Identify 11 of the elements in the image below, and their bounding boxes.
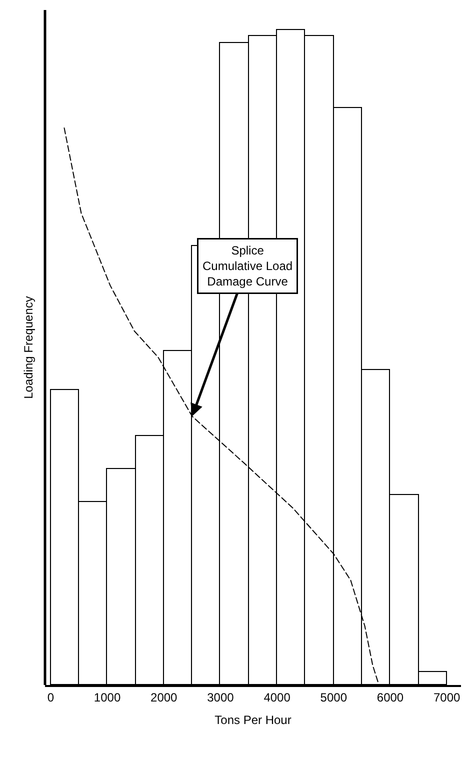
x-tick-label: 6000 [376, 690, 404, 704]
x-tick-label: 0 [47, 690, 54, 704]
x-tick-label: 5000 [320, 690, 348, 704]
x-tick-label: 4000 [264, 690, 291, 704]
x-tick-label: 7000 [434, 690, 461, 704]
x-tick-label: 1000 [94, 690, 121, 704]
x-tick-label: 3000 [207, 690, 234, 704]
y-axis-title: Loading Frequency [21, 296, 36, 399]
x-tick-label: 2000 [150, 690, 178, 704]
annotation: Splice Cumulative Load Damage Curve [202, 244, 293, 289]
x-axis-title: Tons Per Hour [214, 712, 292, 727]
